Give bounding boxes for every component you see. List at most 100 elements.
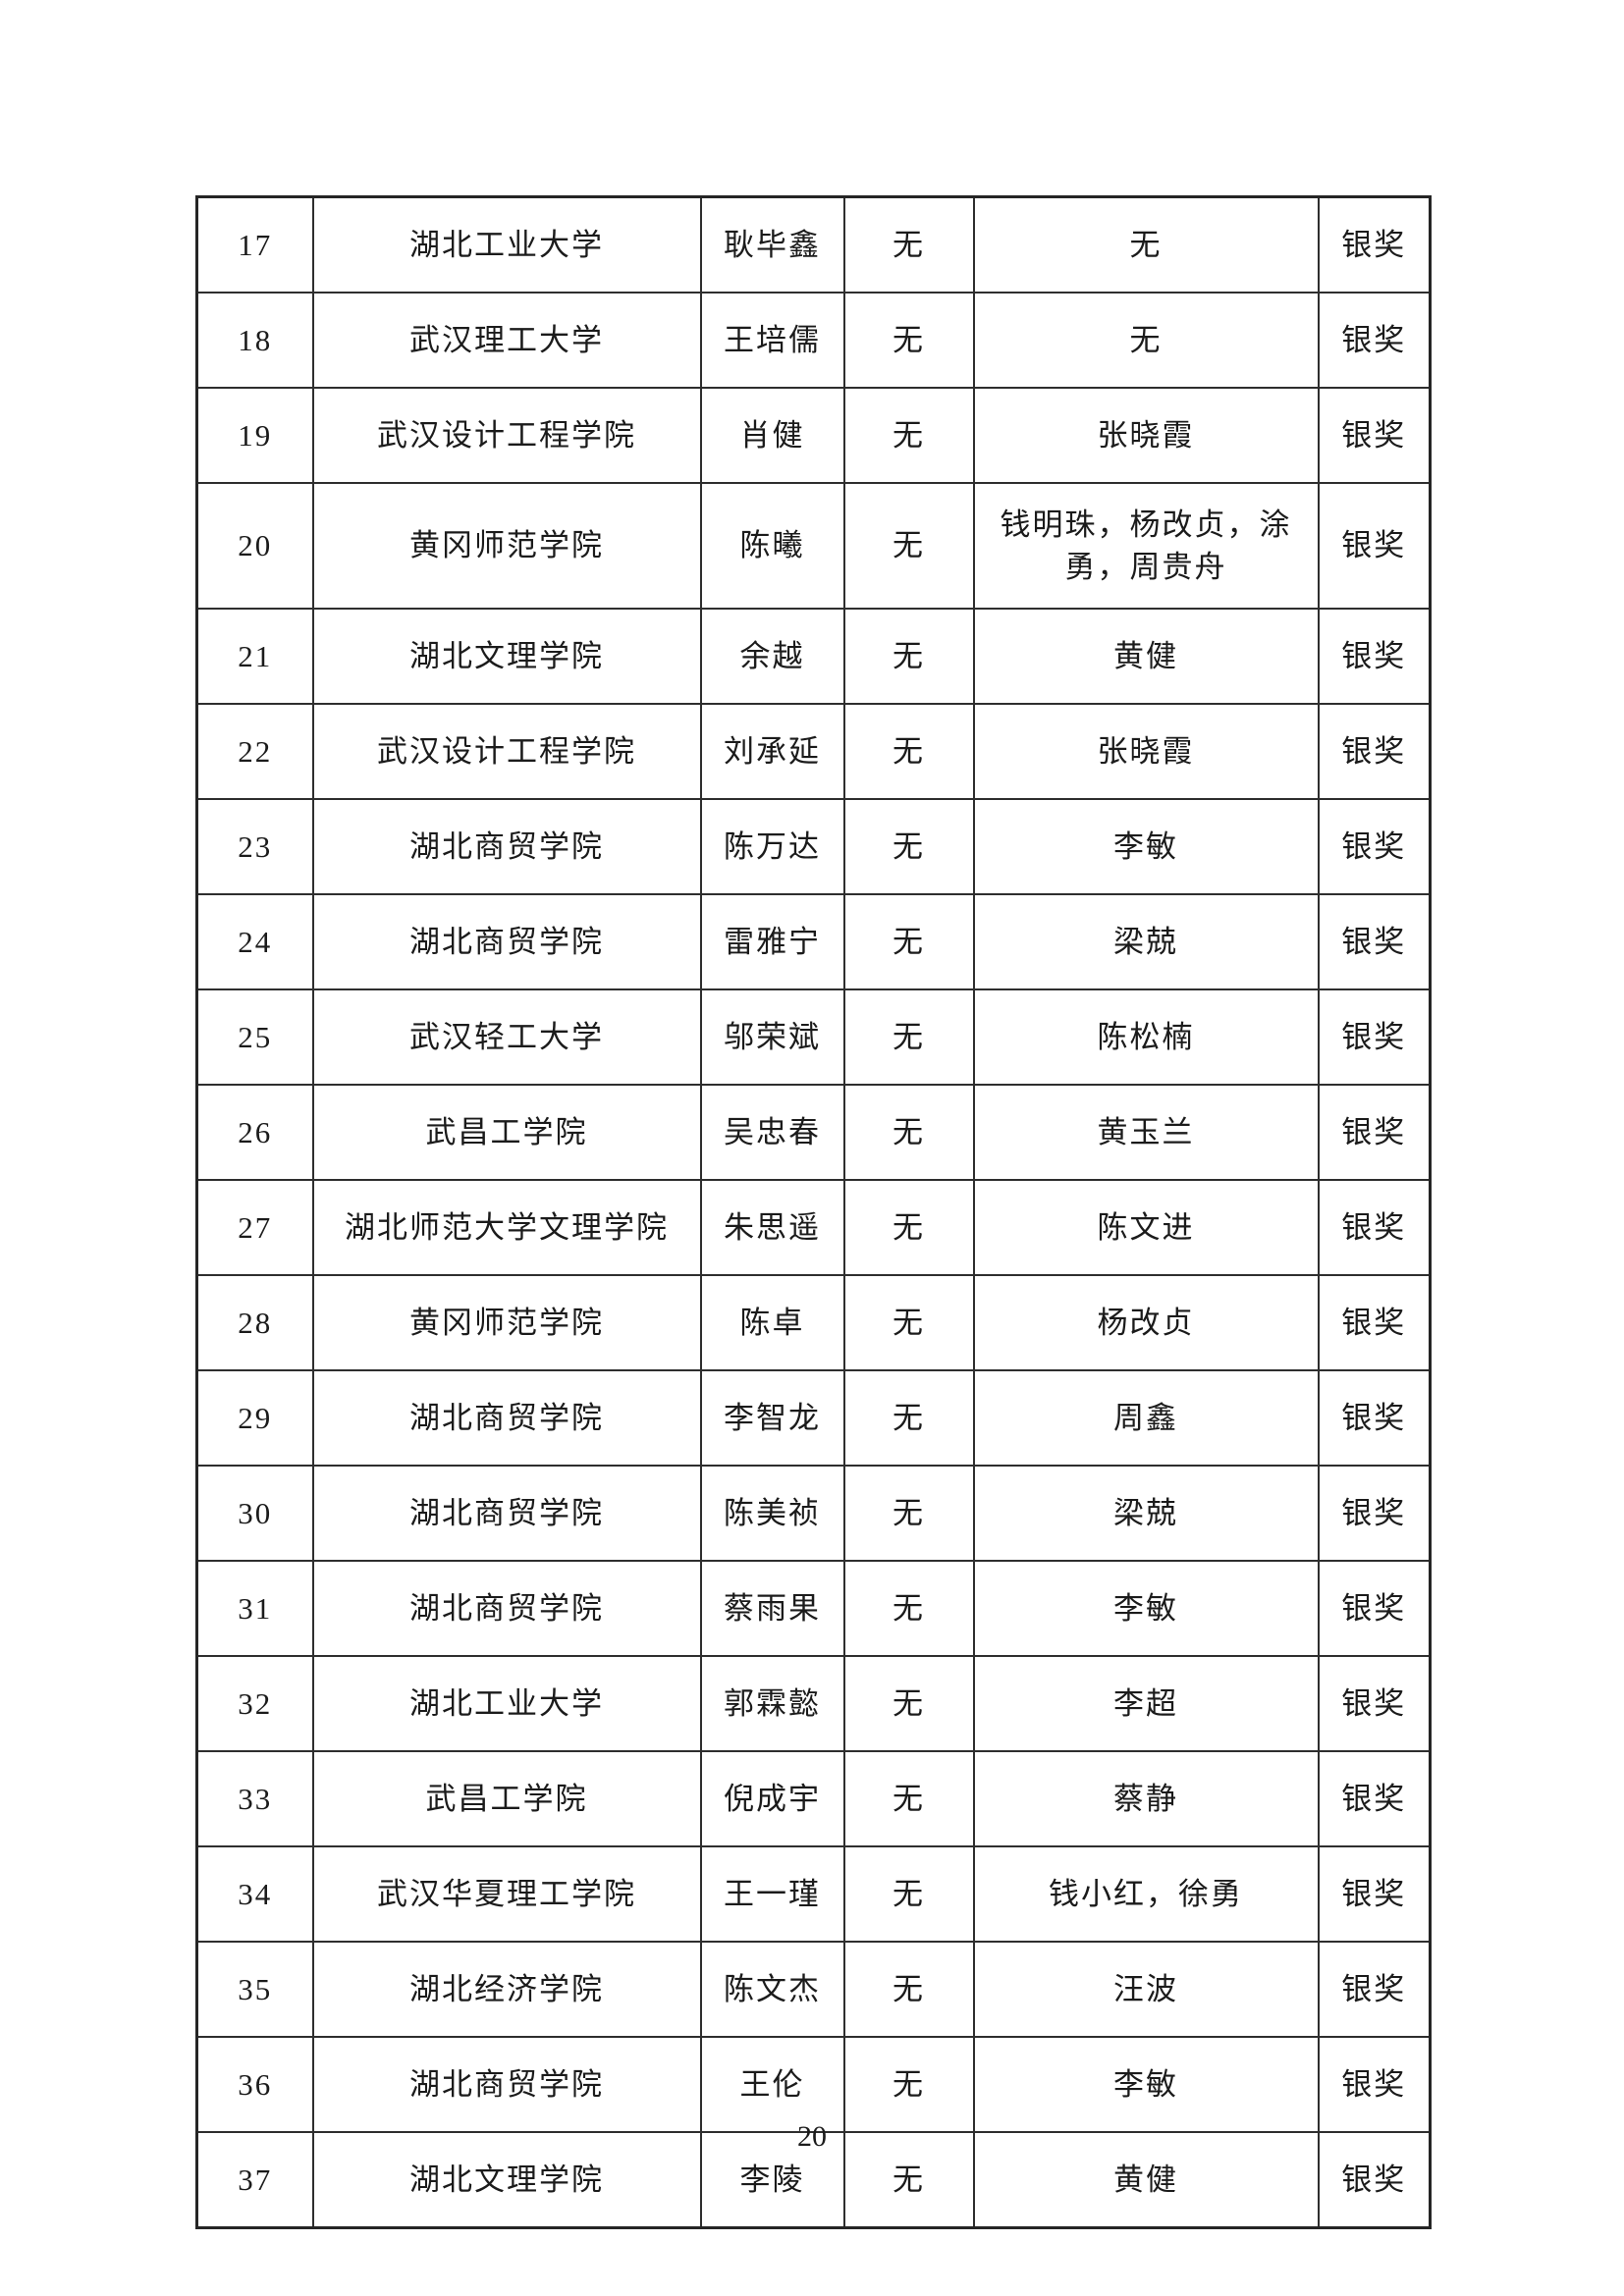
- row-number-cell: 29: [195, 1369, 314, 1467]
- school-cell: 武昌工学院: [311, 1750, 702, 1847]
- student-name-cell: 陈美祯: [699, 1465, 845, 1562]
- school-cell: 黄冈师范学院: [311, 482, 702, 610]
- row-number-cell: 33: [195, 1750, 314, 1847]
- award-cell: 银奖: [1317, 798, 1432, 895]
- student-name-cell: 刘承延: [699, 703, 845, 800]
- members-cell: 无: [842, 798, 975, 895]
- school-cell: 黄冈师范学院: [311, 1274, 702, 1371]
- members-cell: 无: [842, 1655, 975, 1752]
- row-number-cell: 35: [195, 1941, 314, 2038]
- student-name-cell: 蔡雨果: [699, 1560, 845, 1657]
- teachers-cell: 黄健: [972, 2131, 1320, 2229]
- school-cell: 武汉轻工大学: [311, 988, 702, 1086]
- award-cell: 银奖: [1317, 195, 1432, 294]
- members-cell: 无: [842, 2036, 975, 2133]
- members-cell: 无: [842, 1179, 975, 1276]
- table-row: 28 黄冈师范学院 陈卓 无 杨改贞 银奖: [195, 1274, 1432, 1371]
- student-name-cell: 余越: [699, 608, 845, 705]
- row-number-cell: 21: [195, 608, 314, 705]
- members-cell: 无: [842, 195, 975, 294]
- members-cell: 无: [842, 1560, 975, 1657]
- table-row: 32 湖北工业大学 郭霖懿 无 李超 银奖: [195, 1655, 1432, 1752]
- table-row: 35 湖北经济学院 陈文杰 无 汪波 银奖: [195, 1941, 1432, 2038]
- school-cell: 湖北商贸学院: [311, 798, 702, 895]
- student-name-cell: 王伦: [699, 2036, 845, 2133]
- teachers-cell: 梁兢: [972, 1465, 1320, 1562]
- table-row: 26 武昌工学院 吴忠春 无 黄玉兰 银奖: [195, 1084, 1432, 1181]
- award-cell: 银奖: [1317, 1560, 1432, 1657]
- table-row: 19 武汉设计工程学院 肖健 无 张晓霞 银奖: [195, 387, 1432, 484]
- award-cell: 银奖: [1317, 1465, 1432, 1562]
- teachers-cell: 李超: [972, 1655, 1320, 1752]
- award-cell: 银奖: [1317, 387, 1432, 484]
- row-number-cell: 26: [195, 1084, 314, 1181]
- student-name-cell: 王培儒: [699, 292, 845, 389]
- table-row: 34 武汉华夏理工学院 王一瑾 无 钱小红，徐勇 银奖: [195, 1845, 1432, 1943]
- award-cell: 银奖: [1317, 292, 1432, 389]
- school-cell: 武汉华夏理工学院: [311, 1845, 702, 1943]
- members-cell: 无: [842, 292, 975, 389]
- table-row: 30 湖北商贸学院 陈美祯 无 梁兢 银奖: [195, 1465, 1432, 1562]
- award-cell: 银奖: [1317, 893, 1432, 990]
- teachers-cell: 周鑫: [972, 1369, 1320, 1467]
- members-cell: 无: [842, 1845, 975, 1943]
- table-row: 36 湖北商贸学院 王伦 无 李敏 银奖: [195, 2036, 1432, 2133]
- student-name-cell: 陈文杰: [699, 1941, 845, 2038]
- table-row: 20 黄冈师范学院 陈曦 无 钱明珠，杨改贞，涂勇，周贵舟 银奖: [195, 482, 1432, 610]
- school-cell: 湖北商贸学院: [311, 1465, 702, 1562]
- student-name-cell: 陈卓: [699, 1274, 845, 1371]
- row-number-cell: 17: [195, 195, 314, 294]
- school-cell: 武汉设计工程学院: [311, 387, 702, 484]
- award-cell: 银奖: [1317, 1845, 1432, 1943]
- members-cell: 无: [842, 608, 975, 705]
- table-row: 31 湖北商贸学院 蔡雨果 无 李敏 银奖: [195, 1560, 1432, 1657]
- teachers-cell: 梁兢: [972, 893, 1320, 990]
- student-name-cell: 耿毕鑫: [699, 195, 845, 294]
- members-cell: 无: [842, 988, 975, 1086]
- student-name-cell: 王一瑾: [699, 1845, 845, 1943]
- teachers-cell: 黄健: [972, 608, 1320, 705]
- award-cell: 银奖: [1317, 2036, 1432, 2133]
- school-cell: 湖北文理学院: [311, 2131, 702, 2229]
- award-cell: 银奖: [1317, 1369, 1432, 1467]
- teachers-cell: 张晓霞: [972, 703, 1320, 800]
- school-cell: 湖北经济学院: [311, 1941, 702, 2038]
- teachers-cell: 无: [972, 195, 1320, 294]
- student-name-cell: 李陵: [699, 2131, 845, 2229]
- teachers-cell: 陈文进: [972, 1179, 1320, 1276]
- award-cell: 银奖: [1317, 2131, 1432, 2229]
- school-cell: 湖北商贸学院: [311, 2036, 702, 2133]
- student-name-cell: 肖健: [699, 387, 845, 484]
- teachers-cell: 李敏: [972, 798, 1320, 895]
- teachers-cell: 钱明珠，杨改贞，涂勇，周贵舟: [972, 482, 1320, 610]
- table-row: 25 武汉轻工大学 邬荣斌 无 陈松楠 银奖: [195, 988, 1432, 1086]
- teachers-cell: 黄玉兰: [972, 1084, 1320, 1181]
- table-row: 17 湖北工业大学 耿毕鑫 无 无 银奖: [195, 195, 1432, 294]
- teachers-cell: 张晓霞: [972, 387, 1320, 484]
- members-cell: 无: [842, 482, 975, 610]
- row-number-cell: 32: [195, 1655, 314, 1752]
- row-number-cell: 27: [195, 1179, 314, 1276]
- teachers-cell: 钱小红，徐勇: [972, 1845, 1320, 1943]
- members-cell: 无: [842, 703, 975, 800]
- table-row: 21 湖北文理学院 余越 无 黄健 银奖: [195, 608, 1432, 705]
- teachers-cell: 汪波: [972, 1941, 1320, 2038]
- members-cell: 无: [842, 1274, 975, 1371]
- row-number-cell: 31: [195, 1560, 314, 1657]
- school-cell: 湖北师范大学文理学院: [311, 1179, 702, 1276]
- student-name-cell: 吴忠春: [699, 1084, 845, 1181]
- members-cell: 无: [842, 893, 975, 990]
- student-name-cell: 李智龙: [699, 1369, 845, 1467]
- teachers-cell: 李敏: [972, 1560, 1320, 1657]
- award-cell: 银奖: [1317, 608, 1432, 705]
- student-name-cell: 朱思遥: [699, 1179, 845, 1276]
- row-number-cell: 22: [195, 703, 314, 800]
- award-cell: 银奖: [1317, 1655, 1432, 1752]
- row-number-cell: 36: [195, 2036, 314, 2133]
- members-cell: 无: [842, 1369, 975, 1467]
- student-name-cell: 雷雅宁: [699, 893, 845, 990]
- student-name-cell: 倪成宇: [699, 1750, 845, 1847]
- members-cell: 无: [842, 1084, 975, 1181]
- school-cell: 湖北商贸学院: [311, 1369, 702, 1467]
- row-number-cell: 23: [195, 798, 314, 895]
